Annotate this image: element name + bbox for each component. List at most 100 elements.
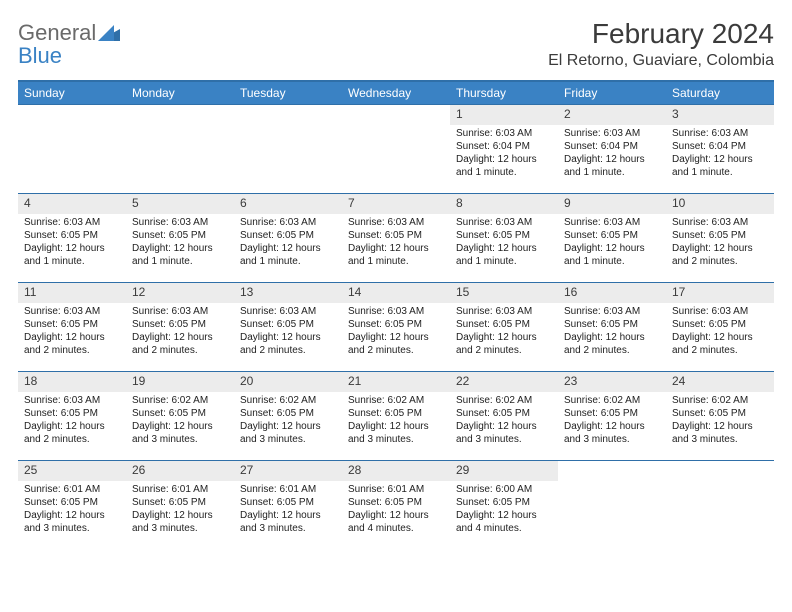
daylight-text: Daylight: 12 hours and 2 minutes. <box>24 420 120 446</box>
sunset-text: Sunset: 6:05 PM <box>348 318 444 331</box>
day-info: Sunrise: 6:03 AMSunset: 6:04 PMDaylight:… <box>666 125 774 183</box>
sunrise-text: Sunrise: 6:03 AM <box>240 216 336 229</box>
day-info: Sunrise: 6:03 AMSunset: 6:05 PMDaylight:… <box>18 303 126 361</box>
sunrise-text: Sunrise: 6:03 AM <box>240 305 336 318</box>
day-cell: 22Sunrise: 6:02 AMSunset: 6:05 PMDayligh… <box>450 372 558 460</box>
day-number: 21 <box>342 372 450 392</box>
sunset-text: Sunset: 6:05 PM <box>456 318 552 331</box>
day-cell: 9Sunrise: 6:03 AMSunset: 6:05 PMDaylight… <box>558 194 666 282</box>
sunset-text: Sunset: 6:04 PM <box>564 140 660 153</box>
day-number: 28 <box>342 461 450 481</box>
day-number <box>18 105 126 125</box>
daylight-text: Daylight: 12 hours and 3 minutes. <box>24 509 120 535</box>
sunrise-text: Sunrise: 6:03 AM <box>456 127 552 140</box>
day-number: 13 <box>234 283 342 303</box>
week-row: 11Sunrise: 6:03 AMSunset: 6:05 PMDayligh… <box>18 282 774 371</box>
day-number: 18 <box>18 372 126 392</box>
day-cell: 4Sunrise: 6:03 AMSunset: 6:05 PMDaylight… <box>18 194 126 282</box>
brand-word-2: Blue <box>18 43 62 68</box>
week-row: 18Sunrise: 6:03 AMSunset: 6:05 PMDayligh… <box>18 371 774 460</box>
day-info: Sunrise: 6:03 AMSunset: 6:05 PMDaylight:… <box>558 303 666 361</box>
day-info: Sunrise: 6:03 AMSunset: 6:05 PMDaylight:… <box>342 214 450 272</box>
day-number: 22 <box>450 372 558 392</box>
day-info: Sunrise: 6:01 AMSunset: 6:05 PMDaylight:… <box>18 481 126 539</box>
day-number <box>342 105 450 125</box>
day-number: 25 <box>18 461 126 481</box>
day-cell: 7Sunrise: 6:03 AMSunset: 6:05 PMDaylight… <box>342 194 450 282</box>
brand-word-1: General <box>18 20 96 45</box>
sunrise-text: Sunrise: 6:03 AM <box>24 216 120 229</box>
brand-text: General Blue <box>18 22 120 67</box>
day-cell <box>18 105 126 193</box>
day-number: 15 <box>450 283 558 303</box>
location: El Retorno, Guaviare, Colombia <box>548 52 774 70</box>
day-number: 10 <box>666 194 774 214</box>
day-cell: 28Sunrise: 6:01 AMSunset: 6:05 PMDayligh… <box>342 461 450 549</box>
sunrise-text: Sunrise: 6:00 AM <box>456 483 552 496</box>
dayname-sat: Saturday <box>666 82 774 104</box>
week-row: 1Sunrise: 6:03 AMSunset: 6:04 PMDaylight… <box>18 104 774 193</box>
day-cell: 15 Sunrise: 6:03 AMSunset: 6:05 PMDayligh… <box>450 283 558 371</box>
daylight-text: Daylight: 12 hours and 3 minutes. <box>456 420 552 446</box>
day-cell: 27Sunrise: 6:01 AMSunset: 6:05 PMDayligh… <box>234 461 342 549</box>
day-cell <box>126 105 234 193</box>
month-title: February 2024 <box>548 18 774 50</box>
daylight-text: Daylight: 12 hours and 4 minutes. <box>348 509 444 535</box>
daylight-text: Daylight: 12 hours and 2 minutes. <box>240 331 336 357</box>
daylight-text: Daylight: 12 hours and 1 minute. <box>132 242 228 268</box>
daylight-text: Daylight: 12 hours and 2 minutes. <box>24 331 120 357</box>
day-cell: 13Sunrise: 6:03 AMSunset: 6:05 PMDayligh… <box>234 283 342 371</box>
sunset-text: Sunset: 6:05 PM <box>672 318 768 331</box>
sunrise-text: Sunrise: 6:03 AM <box>672 305 768 318</box>
day-cell: 8Sunrise: 6:03 AMSunset: 6:05 PMDaylight… <box>450 194 558 282</box>
day-info: Sunrise: 6:00 AMSunset: 6:05 PMDaylight:… <box>450 481 558 539</box>
sunset-text: Sunset: 6:05 PM <box>672 407 768 420</box>
day-info: Sunrise: 6:03 AMSunset: 6:04 PMDaylight:… <box>450 125 558 183</box>
daylight-text: Daylight: 12 hours and 1 minute. <box>348 242 444 268</box>
sunrise-text: Sunrise: 6:03 AM <box>348 305 444 318</box>
title-block: February 2024 El Retorno, Guaviare, Colo… <box>548 18 774 70</box>
sunrise-text: Sunrise: 6:01 AM <box>132 483 228 496</box>
sunset-text: Sunset: 6:05 PM <box>348 229 444 242</box>
daylight-text: Daylight: 12 hours and 1 minute. <box>564 153 660 179</box>
sunset-text: Sunset: 6:05 PM <box>456 407 552 420</box>
sunrise-text: Sunrise: 6:03 AM <box>564 127 660 140</box>
sunset-text: Sunset: 6:05 PM <box>132 496 228 509</box>
day-info: Sunrise: 6:02 AMSunset: 6:05 PMDaylight:… <box>558 392 666 450</box>
sunset-text: Sunset: 6:05 PM <box>24 318 120 331</box>
day-info: Sunrise: 6:03 AMSunset: 6:05 PMDaylight:… <box>18 392 126 450</box>
day-cell: 2Sunrise: 6:03 AMSunset: 6:04 PMDaylight… <box>558 105 666 193</box>
day-info: Sunrise: 6:01 AMSunset: 6:05 PMDaylight:… <box>342 481 450 539</box>
sunset-text: Sunset: 6:05 PM <box>24 229 120 242</box>
day-cell: 25Sunrise: 6:01 AMSunset: 6:05 PMDayligh… <box>18 461 126 549</box>
sunset-text: Sunset: 6:05 PM <box>564 407 660 420</box>
daylight-text: Daylight: 12 hours and 3 minutes. <box>240 420 336 446</box>
daylight-text: Daylight: 12 hours and 2 minutes. <box>456 331 552 357</box>
day-cell: 11Sunrise: 6:03 AMSunset: 6:05 PMDayligh… <box>18 283 126 371</box>
day-info: Sunrise: 6:03 AMSunset: 6:05 PMDaylight:… <box>666 214 774 272</box>
day-number: 6 <box>234 194 342 214</box>
sunset-text: Sunset: 6:05 PM <box>240 229 336 242</box>
day-cell: 23Sunrise: 6:02 AMSunset: 6:05 PMDayligh… <box>558 372 666 460</box>
day-info: Sunrise: 6:03 AMSunset: 6:05 PMDaylight:… <box>126 214 234 272</box>
day-info: Sunrise: 6:02 AMSunset: 6:05 PMDaylight:… <box>450 392 558 450</box>
sunset-text: Sunset: 6:05 PM <box>348 407 444 420</box>
day-cell: 19Sunrise: 6:02 AMSunset: 6:05 PMDayligh… <box>126 372 234 460</box>
weeks-container: 1Sunrise: 6:03 AMSunset: 6:04 PMDaylight… <box>18 104 774 549</box>
daylight-text: Daylight: 12 hours and 1 minute. <box>456 153 552 179</box>
sunrise-text: Sunrise: 6:02 AM <box>132 394 228 407</box>
day-cell: 6Sunrise: 6:03 AMSunset: 6:05 PMDaylight… <box>234 194 342 282</box>
dayname-thu: Thursday <box>450 82 558 104</box>
brand-logo: General Blue <box>18 18 120 67</box>
daylight-text: Daylight: 12 hours and 2 minutes. <box>564 331 660 357</box>
day-cell: 5Sunrise: 6:03 AMSunset: 6:05 PMDaylight… <box>126 194 234 282</box>
sunrise-text: Sunrise: 6:03 AM <box>672 127 768 140</box>
sunset-text: Sunset: 6:04 PM <box>456 140 552 153</box>
day-cell: 1Sunrise: 6:03 AMSunset: 6:04 PMDaylight… <box>450 105 558 193</box>
sunset-text: Sunset: 6:05 PM <box>564 318 660 331</box>
sunset-text: Sunset: 6:04 PM <box>672 140 768 153</box>
day-cell: 20Sunrise: 6:02 AMSunset: 6:05 PMDayligh… <box>234 372 342 460</box>
day-info: Sunrise: 6:03 AMSunset: 6:05 PMDaylight:… <box>234 303 342 361</box>
sunset-text: Sunset: 6:05 PM <box>564 229 660 242</box>
sunrise-text: Sunrise: 6:03 AM <box>456 305 552 318</box>
